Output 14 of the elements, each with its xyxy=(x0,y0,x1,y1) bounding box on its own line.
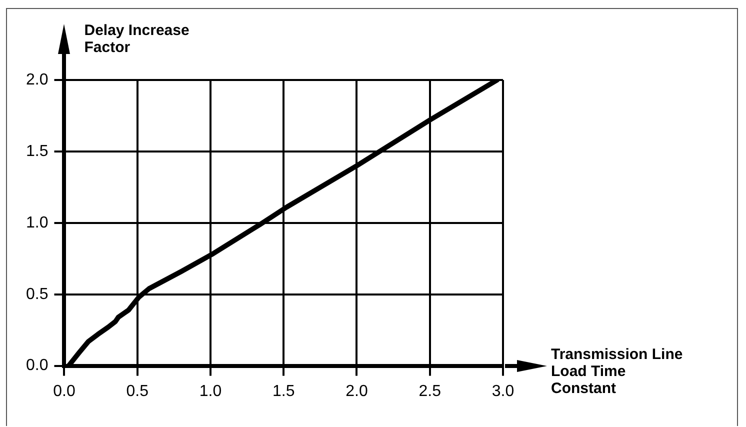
y-tick-label: 1.5 xyxy=(26,142,48,160)
x-tick-label: 1.0 xyxy=(199,382,222,400)
x-axis-title: Transmission Line Load Time Constant xyxy=(551,346,683,397)
y-tick-label: 0.0 xyxy=(26,357,48,374)
x-tick-label: 0.5 xyxy=(126,382,149,400)
x-tick-label: 3.0 xyxy=(492,382,514,400)
y-tick-label: 0.5 xyxy=(26,286,48,303)
x-tick-label: 2.0 xyxy=(346,382,368,400)
y-tick-label: 1.0 xyxy=(26,214,48,232)
x-tick-label: 0.0 xyxy=(53,382,76,400)
x-tick-label: 1.5 xyxy=(272,382,295,400)
y-axis-title: Delay Increase Factor xyxy=(84,22,190,56)
x-tick-label: 2.5 xyxy=(418,382,442,400)
y-tick-label: 2.0 xyxy=(26,71,48,88)
